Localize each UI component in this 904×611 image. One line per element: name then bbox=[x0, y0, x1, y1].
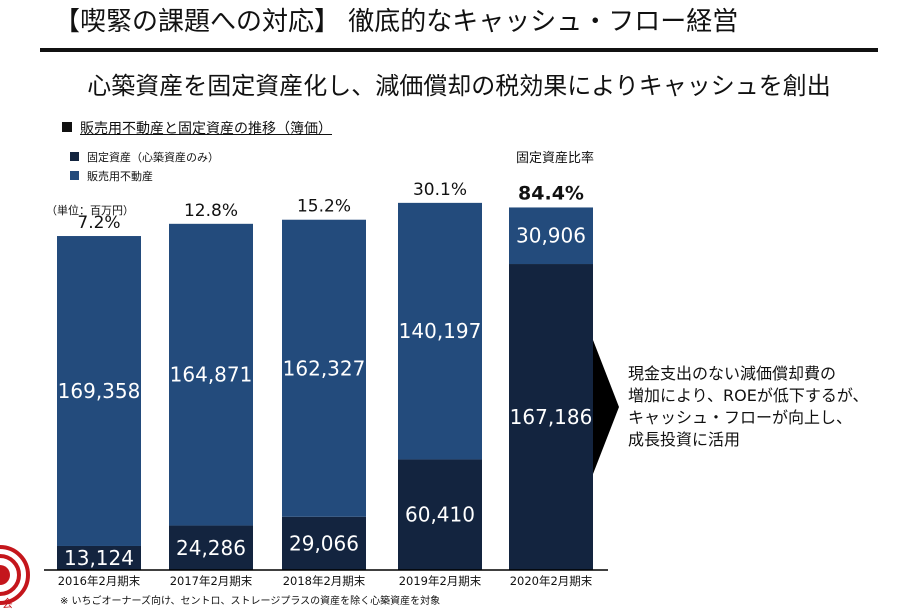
fixed-asset-ratio-label: 7.2% bbox=[77, 213, 120, 233]
callout-line: 増加により、ROEが低下するが、 bbox=[628, 386, 869, 405]
slide-subtitle: 心築資産を固定資産化し、減価償却の税効果によりキャッシュを創出 bbox=[87, 72, 831, 100]
bar-value-label: 140,197 bbox=[399, 319, 482, 343]
logo-text: 会 bbox=[2, 597, 13, 610]
unit-label: （単位：百万円） bbox=[46, 204, 134, 217]
legend-swatch-fixed-assets bbox=[70, 152, 79, 161]
legend-swatch-real-estate-for-sale bbox=[70, 171, 79, 180]
fixed-asset-ratio-label: 15.2% bbox=[297, 197, 351, 217]
footnote: ※ いちごオーナーズ向け、セントロ、ストレージプラスの資産を除く心築資産を対象 bbox=[60, 596, 441, 607]
x-axis-category-label: 2019年2月期末 bbox=[399, 574, 482, 588]
bar-segment-real-estate-for-sale bbox=[169, 223, 253, 526]
fixed-asset-ratio-label: 84.4% bbox=[518, 182, 584, 204]
chart-section-heading: 販売用不動産と固定資産の推移（簿価） bbox=[62, 119, 332, 139]
callout-line: 現金支出のない減価償却費の bbox=[628, 364, 837, 383]
x-axis-category-label: 2020年2月期末 bbox=[510, 574, 593, 588]
fixed-asset-ratio-label: 30.1% bbox=[413, 180, 467, 200]
bar-value-label: 24,286 bbox=[176, 536, 246, 560]
bar-value-label: 167,186 bbox=[510, 405, 593, 429]
chart-title: 販売用不動産と固定資産の推移（簿価） bbox=[80, 121, 332, 137]
bar-segment-fixed-assets bbox=[282, 516, 366, 570]
bar-value-label: 169,358 bbox=[58, 379, 141, 403]
callout-line: 成長投資に活用 bbox=[628, 430, 741, 449]
slide-title: 【喫緊の課題への対応】 徹底的なキャッシュ・フロー経営 bbox=[54, 7, 739, 37]
x-axis-category-label: 2017年2月期末 bbox=[170, 574, 253, 588]
bar-segment-fixed-assets bbox=[57, 545, 141, 570]
x-axis-category-label: 2018年2月期末 bbox=[283, 574, 366, 588]
legend-item-real-estate-for-sale: 販売用不動産 bbox=[70, 167, 219, 186]
fixed-asset-ratio-label: 12.8% bbox=[184, 201, 238, 221]
bar-value-label: 13,124 bbox=[64, 546, 134, 570]
legend-label-fixed-assets: 固定資産（心築資産のみ） bbox=[87, 151, 219, 164]
right-arrow-icon bbox=[593, 340, 619, 474]
bar-segment-real-estate-for-sale bbox=[57, 236, 141, 546]
bar-segment-real-estate-for-sale bbox=[282, 219, 366, 517]
bar-segment-real-estate-for-sale bbox=[398, 202, 482, 460]
bar-segment-real-estate-for-sale bbox=[509, 207, 593, 265]
legend-item-fixed-assets: 固定資産（心築資産のみ） bbox=[70, 148, 219, 167]
chart-legend: 固定資産（心築資産のみ） 販売用不動産 bbox=[70, 148, 219, 186]
legend-label-real-estate-for-sale: 販売用不動産 bbox=[87, 170, 153, 183]
bar-value-label: 60,410 bbox=[405, 503, 475, 527]
bar-value-label: 30,906 bbox=[516, 224, 586, 248]
callout-text: 現金支出のない減価償却費の 増加により、ROEが低下するが、 キャッシュ・フロー… bbox=[628, 363, 898, 451]
bar-segment-fixed-assets bbox=[509, 264, 593, 570]
bar-segment-fixed-assets bbox=[398, 459, 482, 570]
x-axis-category-label: 2016年2月期末 bbox=[58, 574, 141, 588]
company-logo: 会 bbox=[0, 545, 30, 610]
square-bullet-icon bbox=[62, 122, 72, 132]
callout-line: キャッシュ・フローが向上し、 bbox=[628, 408, 853, 427]
bar-value-label: 29,066 bbox=[289, 531, 359, 555]
bar-value-label: 162,327 bbox=[283, 356, 366, 380]
title-divider bbox=[40, 48, 878, 52]
bar-value-label: 164,871 bbox=[170, 363, 253, 387]
ratio-header: 固定資産比率 bbox=[515, 151, 594, 166]
bar-segment-fixed-assets bbox=[169, 525, 253, 570]
